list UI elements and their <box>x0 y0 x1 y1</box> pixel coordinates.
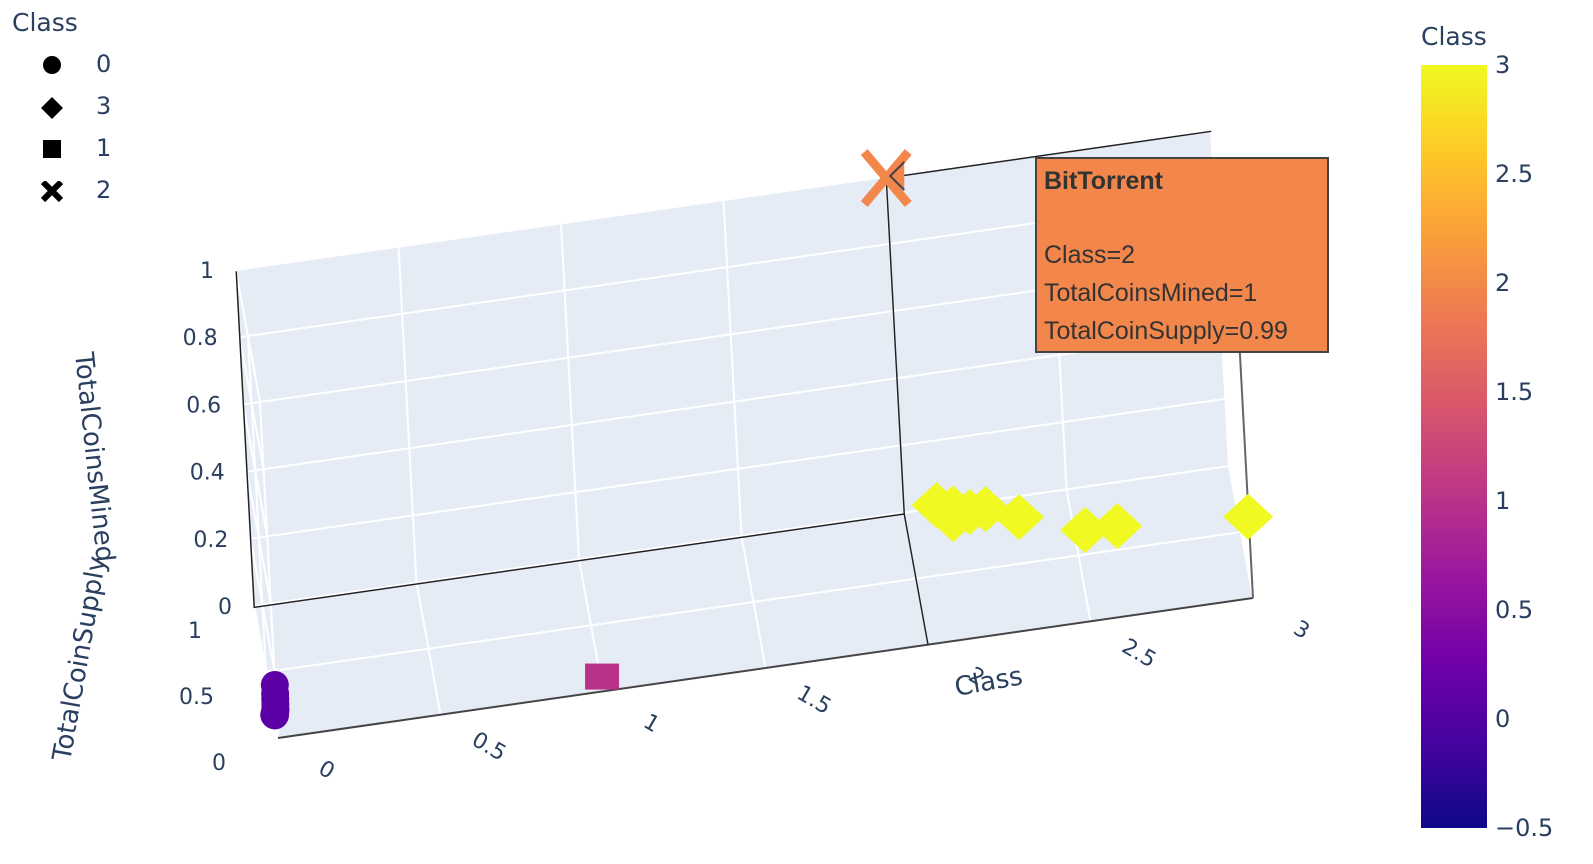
z-tick-label: 0.6 <box>186 393 221 418</box>
colorbar-tick-label: 2 <box>1495 269 1511 297</box>
tooltip-line: Class=2 <box>1044 241 1136 269</box>
colorbar-tick-label: 1.5 <box>1495 378 1534 406</box>
hover-tooltip: BitTorrent Class=2 TotalCoinsMined=1 Tot… <box>1035 157 1329 353</box>
marker-diamond <box>1092 503 1143 550</box>
spike-lines <box>235 130 1212 645</box>
square-icon <box>43 140 61 158</box>
x-axis-title: Class <box>952 661 1025 702</box>
z-tick-label: 0.2 <box>193 528 228 553</box>
marker-circle <box>260 700 289 729</box>
legend-item-class-0[interactable]: 0 <box>40 50 150 80</box>
tooltip-title: BitTorrent <box>1044 167 1163 195</box>
legend-label: 1 <box>96 134 112 162</box>
spike-line <box>886 130 1212 179</box>
y-axis-title: TotalCoinSupply <box>47 554 113 764</box>
marker-diamond <box>1060 507 1111 554</box>
y-tick-label: 0.5 <box>179 685 214 710</box>
legend: Class 0 3 1 2 <box>0 0 160 220</box>
colorbar-tick-label: −0.5 <box>1495 814 1554 842</box>
x-tick-label: 0.5 <box>467 727 510 766</box>
legend-item-class-2[interactable]: 2 <box>40 176 150 206</box>
y-tick-label: 0 <box>212 751 226 776</box>
colorbar-title: Class <box>1421 22 1487 51</box>
marker-diamond <box>928 496 979 543</box>
z-tick-label: 1 <box>200 259 214 284</box>
marker-diamond <box>1223 493 1274 540</box>
z-tick-label: 0.8 <box>183 326 218 351</box>
z-tick-label: 0.4 <box>190 461 225 486</box>
x-axis-line <box>277 597 1254 739</box>
legend-title: Class <box>12 8 78 37</box>
legend-label: 2 <box>96 176 112 204</box>
tooltip-pointer <box>888 161 905 191</box>
legend-item-class-1[interactable]: 1 <box>40 134 150 164</box>
z-axis-title: TotalCoinsMined <box>68 350 120 564</box>
x-tick-label: 2.5 <box>1117 634 1160 673</box>
x-tick-label: 0 <box>314 756 339 785</box>
colorbar-tick-label: 3 <box>1495 51 1511 79</box>
legend-label: 0 <box>96 50 112 78</box>
x-tick-label: 1 <box>639 709 664 738</box>
circle-icon <box>43 56 61 74</box>
y-tick-label: 1 <box>188 619 202 644</box>
colorbar-tick-label: 0.5 <box>1495 596 1534 624</box>
colorbar <box>1421 65 1487 828</box>
colorbar-tick-label: 2.5 <box>1495 160 1534 188</box>
legend-item-class-3[interactable]: 3 <box>40 92 150 122</box>
x-tick-label: 1.5 <box>792 681 835 720</box>
tooltip-line: TotalCoinsMined=1 <box>1044 279 1258 307</box>
legend-label: 3 <box>96 92 112 120</box>
spike-line <box>235 271 905 609</box>
marker-x <box>860 149 912 207</box>
diamond-icon <box>41 97 63 119</box>
colorbar-tick-label: 1 <box>1495 487 1511 515</box>
marker-diamond <box>994 494 1045 541</box>
colorbar-tick-label: 0 <box>1495 705 1511 733</box>
marker-square <box>585 663 620 690</box>
markers <box>260 149 1274 730</box>
x-icon <box>40 181 64 203</box>
x-tick-label: 3 <box>1289 616 1314 645</box>
tooltip-line: TotalCoinSupply=0.99 <box>1044 317 1288 345</box>
z-tick-label: 0 <box>218 595 232 620</box>
